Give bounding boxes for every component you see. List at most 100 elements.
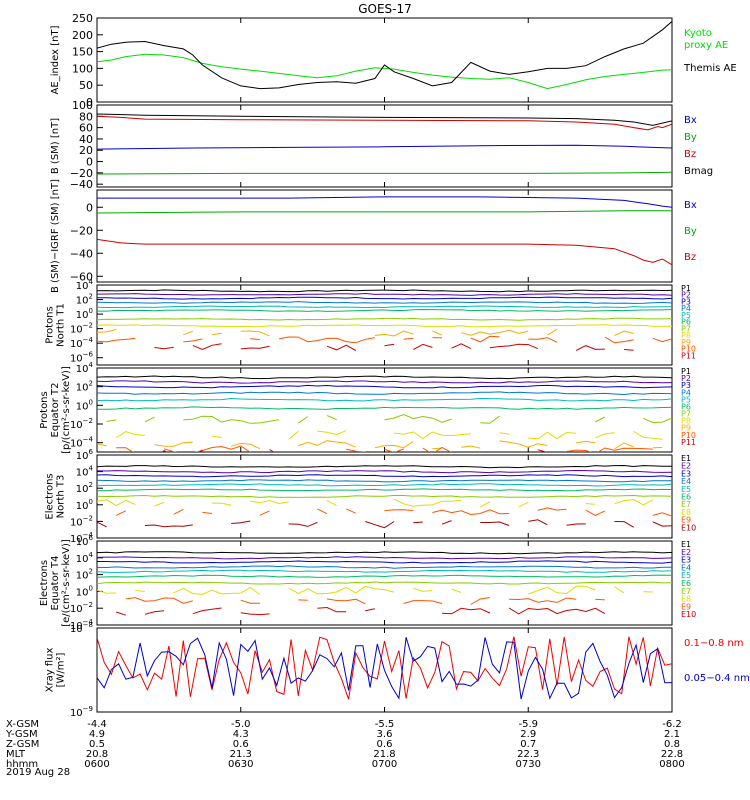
series-line-bz <box>97 115 672 131</box>
y-tick-label: 10−2 <box>70 514 93 528</box>
legend-themis-ae: Themis AE <box>683 63 737 74</box>
series-line-p11 <box>489 343 538 350</box>
y-tick-label: 102 <box>76 481 93 495</box>
series-line-p11 <box>198 449 203 452</box>
series-line-bz <box>97 238 672 266</box>
plot-title: GOES-17 <box>358 2 412 16</box>
legend-p11: P11 <box>681 438 696 447</box>
series-line-e9 <box>470 597 490 605</box>
series-line-p9 <box>211 332 222 336</box>
series-line-by <box>97 171 672 175</box>
legend-p8: P8 <box>681 331 691 340</box>
series-line-e9 <box>595 598 605 601</box>
ephemeris-value: 2.1 <box>664 729 680 740</box>
ephemeris-value: 0800 <box>659 759 684 770</box>
series-line-p10 <box>346 448 366 452</box>
y-tick-label: 60 <box>79 122 93 135</box>
plot-date: 2019 Aug 28 <box>6 767 70 778</box>
y-tick-label: 100 <box>72 99 93 112</box>
series-line-e9 <box>384 509 414 512</box>
y-tick-label: 100 <box>76 584 93 598</box>
ephemeris-value: 0630 <box>228 759 253 770</box>
y-tick-label: 100 <box>76 398 93 412</box>
series-line-e10 <box>614 521 634 528</box>
ephemeris-value: 21.8 <box>373 749 395 760</box>
legend-p7: P7 <box>681 410 691 419</box>
ephemeris-value: 20.8 <box>86 749 108 760</box>
legend-by: By <box>684 226 697 237</box>
series-line-p11 <box>413 343 433 351</box>
series-line-p9 <box>183 330 193 336</box>
ephemeris-value: 3.6 <box>377 729 393 740</box>
legend-p5: P5 <box>681 311 691 320</box>
legend-p1: P1 <box>681 367 691 376</box>
series-line-p8 <box>633 430 663 440</box>
y-tick-label: 104 <box>76 551 94 565</box>
series-line-e10 <box>317 606 347 613</box>
y-tick-label: 10−2 <box>70 322 93 336</box>
series-line-p10 <box>652 337 672 343</box>
series-line-e8 <box>288 585 395 595</box>
panel-ylabel: ProtonsNorth T1 <box>45 303 67 347</box>
series-line-p8 <box>288 430 299 440</box>
series-line-e10 <box>144 524 193 528</box>
series-line-e8 <box>585 503 596 505</box>
series-line-p7 <box>326 415 337 421</box>
series-line-e10 <box>413 521 423 524</box>
legend-e5: E5 <box>681 485 691 494</box>
series-line-e9 <box>585 509 606 516</box>
series-line-p11 <box>192 343 222 351</box>
series-line-e8 <box>135 590 145 592</box>
series-line-p11 <box>154 346 174 350</box>
legend-e10: E10 <box>681 523 696 532</box>
series-line-p11 <box>269 449 275 452</box>
series-line-e7 <box>97 581 672 585</box>
y-tick-label: −40 <box>70 247 93 260</box>
series-line-p10 <box>566 447 653 452</box>
y-tick-label: 20 <box>79 144 93 157</box>
legend-e2: E2 <box>681 462 691 471</box>
series-line-0-05-0-4-nm <box>97 637 672 700</box>
series-line-e2 <box>97 469 672 474</box>
series-line-p4 <box>97 391 672 396</box>
legend-bx: Bx <box>684 115 697 126</box>
series-line-0-1-0-8-nm <box>97 636 672 700</box>
legend-p8: P8 <box>681 417 691 426</box>
panel-ylabel: ElectronsNorth T3 <box>45 473 67 519</box>
series-line-bx <box>97 196 672 208</box>
series-line-p7 <box>480 415 500 424</box>
series-line-e8 <box>480 501 491 508</box>
series-line-e9 <box>652 512 672 517</box>
y-tick-label: 0 <box>86 156 93 169</box>
series-line-e9 <box>326 598 366 605</box>
legend-e1: E1 <box>681 540 691 549</box>
legend-e9: E9 <box>681 602 691 611</box>
ephemeris-value: 4.9 <box>89 729 105 740</box>
legend-e6: E6 <box>681 579 691 588</box>
series-line-p9 <box>461 329 529 336</box>
y-tick-label: 100 <box>72 62 93 75</box>
panel-ylabel: B (SM)−IGRF (SM) [nT] <box>50 179 61 293</box>
series-line-p10 <box>384 448 404 452</box>
series-line-p1 <box>97 289 672 293</box>
series-line-e8 <box>528 585 596 595</box>
ephemeris-value: -6.2 <box>662 719 682 730</box>
ephemeris-value: 0600 <box>84 759 109 770</box>
series-line-p9 <box>97 443 107 447</box>
series-line-p10 <box>403 337 414 340</box>
series-line-e7 <box>97 494 672 498</box>
series-line-e8 <box>614 586 625 594</box>
legend-bmag: Bmag <box>684 166 713 177</box>
y-tick-label: 10−2 <box>70 601 93 615</box>
series-line-p8 <box>394 431 471 440</box>
ephemeris-label: hhmm <box>6 759 38 770</box>
legend-p3: P3 <box>681 381 691 390</box>
series-line-p2 <box>97 292 672 296</box>
series-line-p11 <box>161 449 168 452</box>
series-line-e10 <box>97 521 107 528</box>
series-line-e10 <box>240 612 270 616</box>
